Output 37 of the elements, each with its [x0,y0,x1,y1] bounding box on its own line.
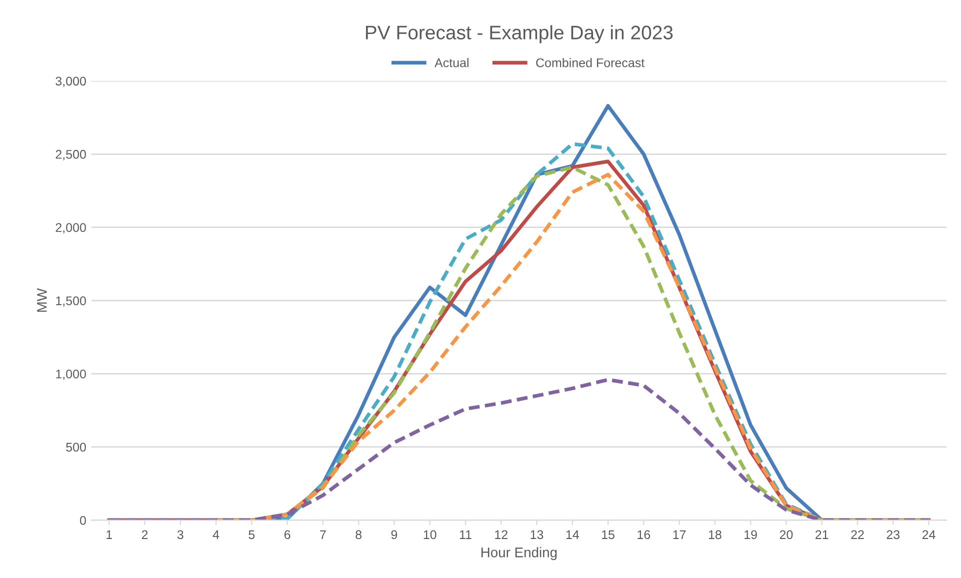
y-tick-label: 0 [80,516,86,525]
x-tick-label: 7 [320,530,326,539]
x-tick-label: 16 [638,530,650,540]
x-tick-label: 23 [886,530,900,540]
x-tick-label: 14 [566,530,579,539]
legend-label: Actual [434,58,468,68]
x-tick-label: 11 [460,530,472,539]
x-tick-label: 8 [356,530,362,540]
x-tick-label: 5 [248,530,255,540]
x-tick-label: 2 [142,530,148,539]
x-tick-label: 17 [673,530,686,539]
x-tick-label: 24 [922,530,936,539]
x-axis-title: Hour Ending [481,547,557,560]
y-axis-title: MW [37,288,47,312]
y-tick-label: 1,500 [56,296,86,307]
x-tick-label: 3 [177,530,184,540]
y-tick-label: 2,500 [56,150,86,160]
legend-label: Combined Forecast [536,58,645,68]
x-tick-label: 6 [284,530,290,540]
x-tick-label: 10 [424,530,436,540]
x-tick-label: 18 [708,530,722,540]
line-series [107,378,931,520]
chart-title: PV Forecast - Example Day in 2023 [366,25,673,44]
x-tick-label: 9 [391,530,398,540]
y-tick-label: 3,000 [56,76,86,88]
x-tick-label: 22 [851,530,864,539]
x-tick-label: 20 [780,530,793,540]
x-tick-label: 1 [106,530,112,539]
x-tick-label: 21 [816,530,828,539]
x-tick-label: 19 [744,530,757,540]
y-tick-label: 2,000 [56,223,86,234]
x-tick-label: 4 [212,530,220,539]
y-tick-label: 1,000 [56,370,86,380]
y-tick-label: 500 [66,442,86,452]
x-tick-label: 12 [495,530,508,539]
x-tick-label: 15 [602,530,614,540]
x-tick-label: 13 [530,530,544,540]
